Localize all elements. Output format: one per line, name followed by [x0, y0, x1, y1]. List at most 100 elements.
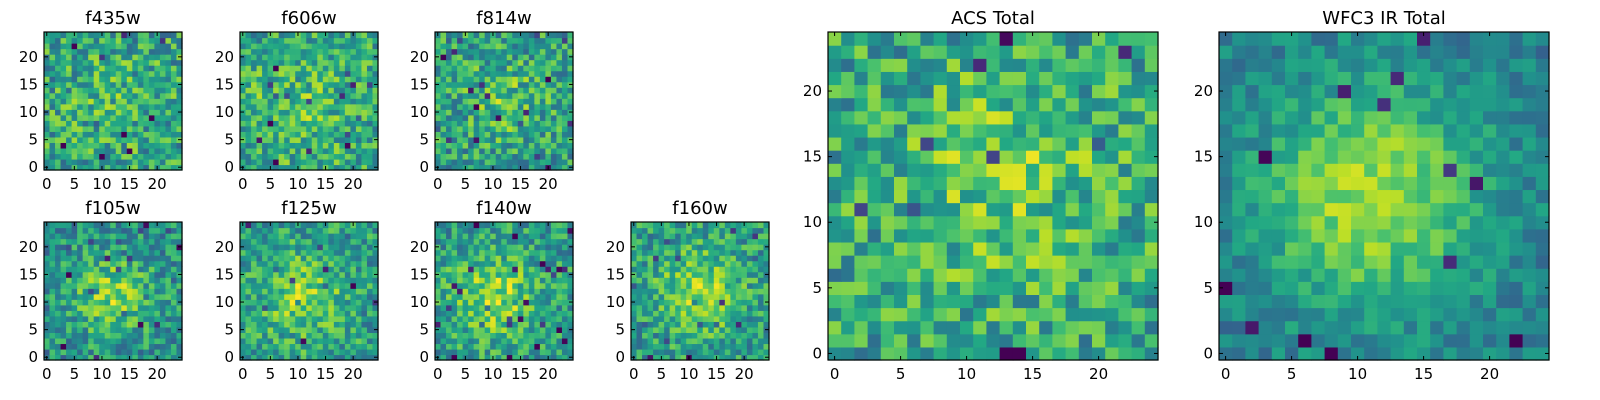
heatmap-cell: [126, 332, 133, 339]
heatmap-cell: [479, 266, 486, 273]
heatmap-cell: [350, 249, 357, 256]
heatmap-cell: [867, 320, 882, 335]
heatmap-cell: [528, 76, 535, 83]
heatmap-cell: [170, 153, 178, 160]
heatmap-cell: [523, 158, 530, 166]
heatmap-cell: [440, 59, 447, 66]
heatmap-cell: [278, 277, 285, 284]
heatmap-cell: [284, 277, 291, 284]
heatmap-cell: [355, 343, 363, 350]
heatmap-cell: [680, 343, 687, 350]
heatmap-cell: [1026, 176, 1040, 191]
heatmap-cell: [284, 98, 291, 105]
heatmap-cell: [523, 310, 530, 317]
heatmap-cell: [289, 87, 296, 94]
heatmap-cell: [517, 54, 524, 61]
heatmap-cell: [176, 37, 183, 44]
heatmap-cell: [1026, 307, 1040, 322]
heatmap-cell: [361, 238, 368, 245]
heatmap-cell: [713, 343, 720, 350]
heatmap-cell: [278, 304, 285, 311]
heatmap-cell: [880, 176, 895, 191]
heatmap-cell: [82, 32, 89, 39]
heatmap-cell: [1039, 215, 1053, 230]
heatmap-cell: [451, 222, 458, 229]
heatmap-cell: [973, 241, 987, 256]
heatmap-cell: [986, 294, 1001, 309]
heatmap-cell: [495, 87, 502, 94]
heatmap-cell: [143, 136, 150, 143]
heatmap-cell: [473, 65, 480, 72]
heatmap-cell: [545, 304, 552, 311]
heatmap-cell: [517, 277, 524, 284]
heatmap-cell: [267, 233, 274, 240]
heatmap-cell: [669, 343, 676, 350]
heatmap-cell: [451, 321, 458, 328]
heatmap-cell: [550, 43, 558, 50]
heatmap-cell: [311, 315, 318, 322]
heatmap-cell: [339, 54, 346, 61]
heatmap-cell: [473, 304, 480, 311]
heatmap-cell: [240, 87, 247, 94]
heatmap-cell: [77, 310, 84, 317]
heatmap-cell: [44, 332, 51, 339]
heatmap-cell: [66, 98, 73, 105]
heatmap-cell: [752, 337, 759, 345]
heatmap-cell: [658, 310, 665, 317]
heatmap-cell: [137, 70, 144, 77]
heatmap-cell: [473, 277, 480, 284]
heatmap-cell: [1065, 346, 1080, 361]
heatmap-cell: [49, 103, 56, 110]
heatmap-cell: [339, 43, 346, 50]
heatmap-cell: [490, 109, 497, 116]
heatmap-cell: [440, 348, 447, 356]
heatmap-cell: [757, 282, 765, 289]
heatmap-cell: [355, 109, 363, 116]
heatmap-cell: [278, 114, 285, 121]
heatmap-cell: [746, 354, 754, 361]
heatmap-cell: [1105, 176, 1119, 191]
heatmap-cell: [66, 354, 73, 361]
heatmap-cell: [300, 244, 307, 251]
heatmap-cell: [49, 337, 56, 345]
heatmap-cell: [960, 228, 974, 243]
heatmap-cell: [278, 131, 285, 138]
heatmap-cell: [344, 48, 351, 55]
heatmap-cell: [240, 59, 247, 66]
heatmap-cell: [372, 348, 379, 356]
heatmap-cell: [446, 304, 453, 311]
heatmap-cell: [295, 147, 302, 155]
heatmap-cell: [295, 136, 302, 143]
heatmap-cell: [1026, 202, 1040, 217]
heatmap-cell: [306, 277, 313, 284]
heatmap-cell: [278, 227, 285, 234]
heatmap-cell: [517, 299, 524, 306]
heatmap-cell: [143, 65, 150, 72]
heatmap-cell: [451, 120, 458, 127]
heatmap-cell: [545, 131, 552, 138]
heatmap-cell: [55, 131, 62, 138]
heatmap-cell: [333, 299, 340, 306]
heatmap-cell: [854, 176, 869, 191]
heatmap-cell: [115, 321, 122, 328]
heatmap-cell: [512, 92, 519, 99]
heatmap-cell: [880, 241, 895, 256]
heatmap-cell: [1118, 163, 1133, 177]
heatmap-cell: [289, 310, 296, 317]
heatmap-cell: [60, 293, 67, 300]
heatmap-cell: [262, 92, 269, 99]
heatmap-cell: [894, 176, 908, 191]
heatmap-cell: [746, 282, 754, 289]
heatmap-cell: [495, 299, 502, 306]
heatmap-cell: [159, 299, 167, 306]
heatmap-cell: [71, 288, 78, 295]
heatmap-cell: [446, 114, 453, 121]
heatmap-cell: [251, 125, 258, 132]
heatmap-cell: [484, 87, 491, 94]
heatmap-cell: [137, 282, 144, 289]
heatmap-cell: [99, 120, 106, 127]
heatmap-cell: [435, 48, 442, 55]
heatmap-cell: [440, 326, 447, 333]
heatmap-cell: [306, 70, 313, 77]
heatmap-cell: [328, 326, 335, 333]
